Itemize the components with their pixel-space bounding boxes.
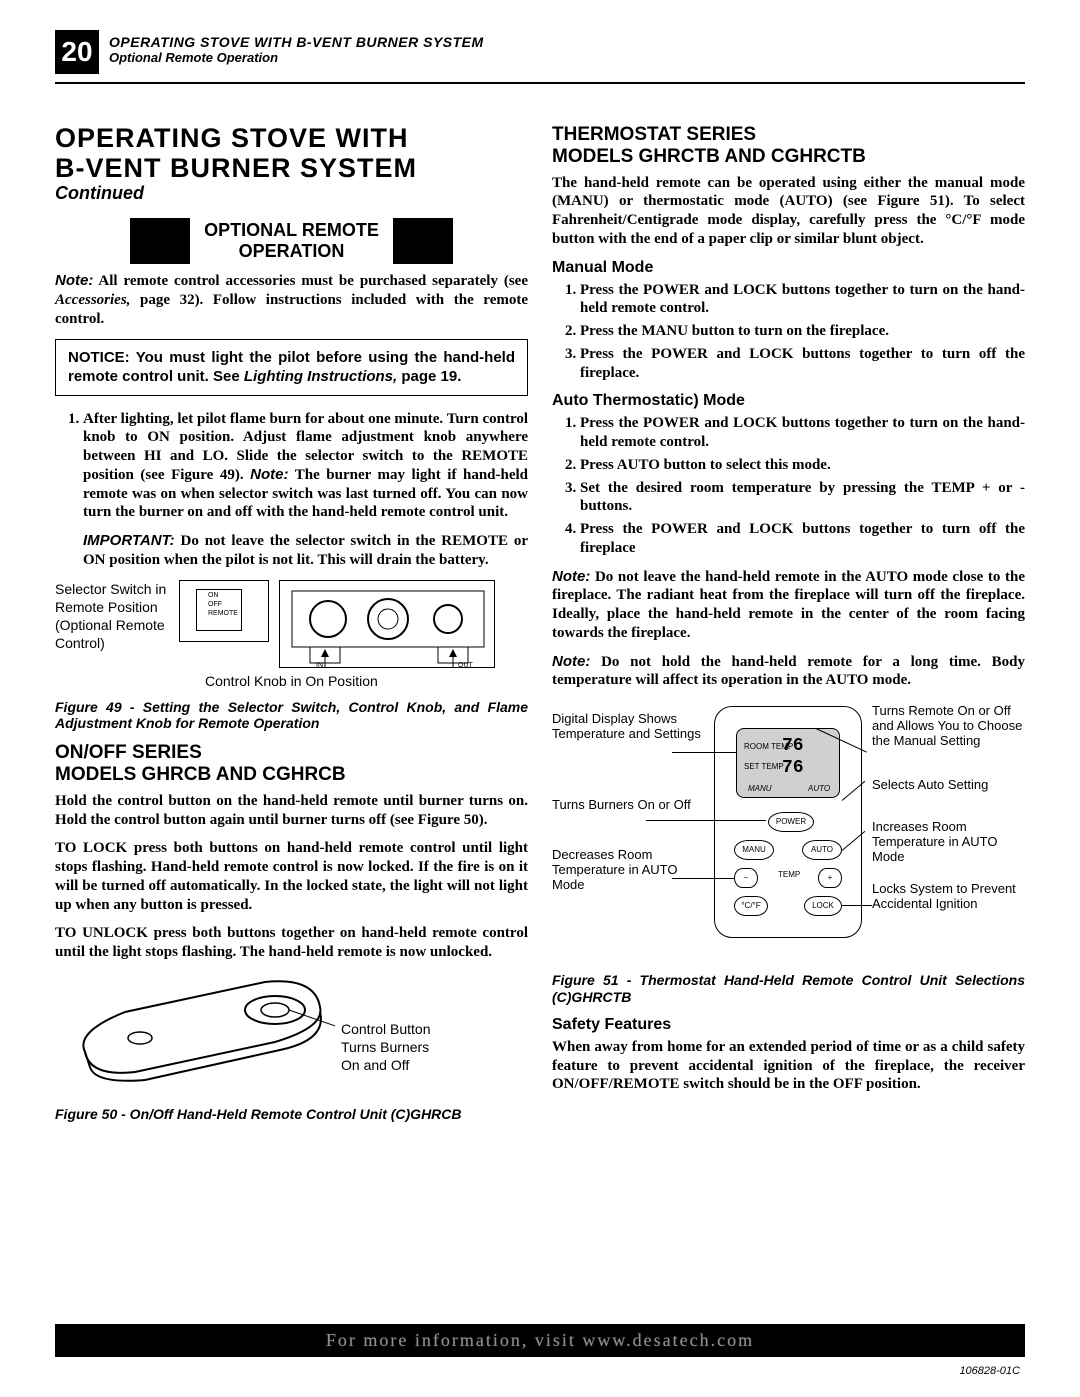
black-bar-right: [393, 218, 453, 264]
important-note: IMPORTANT: Do not leave the selector swi…: [55, 532, 528, 570]
fig51-label-plus: Increases Room Temperature in AUTO Mode: [872, 820, 1024, 865]
fig51-lock-btn: LOCK: [804, 896, 842, 916]
fig51-label-minus: Decreases Room Temperature in AUTO Mode: [552, 848, 710, 893]
svg-text:OUT: OUT: [458, 662, 474, 669]
footer-bar: For more information, visit www.desatech…: [55, 1324, 1025, 1357]
fig49-switch-diagram: ON OFF REMOTE: [179, 580, 269, 642]
safety-text: When away from home for an extended peri…: [552, 1038, 1025, 1094]
fig50-button-label: Control Button Turns Burners On and Off: [341, 1020, 491, 1075]
manual-step-3: Press the POWER and LOCK buttons togethe…: [580, 345, 1025, 383]
auto-step-3: Set the desired room temperature by pres…: [580, 479, 1025, 517]
thermo-note-2: Note: Do not hold the hand-held remote f…: [552, 653, 1025, 691]
page-header: 20 OPERATING STOVE WITH B-VENT BURNER SY…: [55, 30, 1025, 74]
step-1: After lighting, let pilot flame burn for…: [83, 410, 528, 523]
right-column: THERMOSTAT SERIES MODELS GHRCTB AND CGHR…: [552, 124, 1025, 1133]
fig49-valve-diagram: IN OUT: [279, 580, 495, 668]
left-column: OPERATING STOVE WITH B-VENT BURNER SYSTE…: [55, 124, 528, 1133]
manual-mode-heading: Manual Mode: [552, 259, 1025, 277]
fig51-label-lock: Locks System to Prevent Accidental Ignit…: [872, 882, 1024, 912]
manual-step-2: Press the MANU button to turn on the fir…: [580, 322, 1025, 341]
header-rule: [55, 82, 1025, 84]
fig49-caption: Figure 49 - Setting the Selector Switch,…: [55, 699, 528, 733]
auto-mode-heading: Auto Thermostatic) Mode: [552, 392, 1025, 410]
fig51-minus-btn: –: [734, 868, 758, 888]
fig49-selector-label: Selector Switch in Remote Position (Opti…: [55, 580, 175, 653]
onoff-heading: ON/OFF SERIES MODELS GHRCB AND CGHRCB: [55, 742, 528, 786]
fig51-auto-btn: AUTO: [802, 840, 842, 860]
fig51-label-power: Turns Burners On or Off: [552, 798, 710, 813]
header-subtitle: Optional Remote Operation: [109, 50, 484, 65]
safety-heading: Safety Features: [552, 1016, 1025, 1034]
auto-step-4: Press the POWER and LOCK buttons togethe…: [580, 520, 1025, 558]
thermo-note-1: Note: Do not leave the hand-held remote …: [552, 568, 1025, 643]
onoff-unlock: TO UNLOCK press both buttons together on…: [55, 924, 528, 962]
document-code: 106828-01C: [959, 1365, 1020, 1377]
svg-text:IN: IN: [316, 662, 323, 669]
section-optional-remote: OPTIONAL REMOTE OPERATION: [55, 218, 528, 264]
fig51-plus-btn: +: [818, 868, 842, 888]
auto-steps: Press the POWER and LOCK buttons togethe…: [552, 414, 1025, 557]
notice-box: NOTICE: You must light the pilot before …: [55, 339, 528, 396]
onoff-lock: TO LOCK press both buttons on hand-held …: [55, 839, 528, 914]
fig51-caption: Figure 51 - Thermostat Hand-Held Remote …: [552, 972, 1025, 1006]
figure-49: Selector Switch in Remote Position (Opti…: [55, 580, 528, 695]
black-bar-left: [130, 218, 190, 264]
note-accessories: Note: All remote control accessories mus…: [55, 272, 528, 328]
auto-step-1: Press the POWER and LOCK buttons togethe…: [580, 414, 1025, 452]
figure-51: ROOM TEMP SET TEMP 76 76 MANU AUTO POWER…: [552, 700, 1025, 968]
fig49-knob-label: Control Knob in On Position: [205, 672, 378, 690]
fig51-label-display: Digital Display Shows Temperature and Se…: [552, 712, 710, 742]
manual-page: 20 OPERATING STOVE WITH B-VENT BURNER SY…: [0, 0, 1080, 1397]
manual-steps: Press the POWER and LOCK buttons togethe…: [552, 281, 1025, 383]
thermo-intro: The hand-held remote can be operated usi…: [552, 174, 1025, 249]
onoff-p1: Hold the control button on the hand-held…: [55, 792, 528, 830]
fig51-label-onoff: Turns Remote On or Off and Allows You to…: [872, 704, 1024, 749]
header-title: OPERATING STOVE WITH B-VENT BURNER SYSTE…: [109, 34, 484, 50]
auto-step-2: Press AUTO button to select this mode.: [580, 456, 1025, 475]
thermostat-heading: THERMOSTAT SERIES MODELS GHRCTB AND CGHR…: [552, 124, 1025, 168]
fig50-caption: Figure 50 - On/Off Hand-Held Remote Cont…: [55, 1106, 528, 1123]
content-columns: OPERATING STOVE WITH B-VENT BURNER SYSTE…: [55, 124, 1025, 1133]
doc-title: OPERATING STOVE WITH B-VENT BURNER SYSTE…: [55, 124, 528, 183]
fig50-remote-svg: [65, 972, 335, 1102]
fig51-label-auto: Selects Auto Setting: [872, 778, 1024, 793]
remote-steps: After lighting, let pilot flame burn for…: [55, 410, 528, 523]
fig51-power-btn: POWER: [768, 812, 814, 832]
fig51-manu-btn: MANU: [734, 840, 774, 860]
page-number: 20: [55, 30, 99, 74]
fig51-cf-btn: °C/°F: [734, 896, 768, 916]
figure-50: Control Button Turns Burners On and Off: [55, 972, 528, 1102]
manual-step-1: Press the POWER and LOCK buttons togethe…: [580, 281, 1025, 319]
continued-label: Continued: [55, 183, 528, 204]
